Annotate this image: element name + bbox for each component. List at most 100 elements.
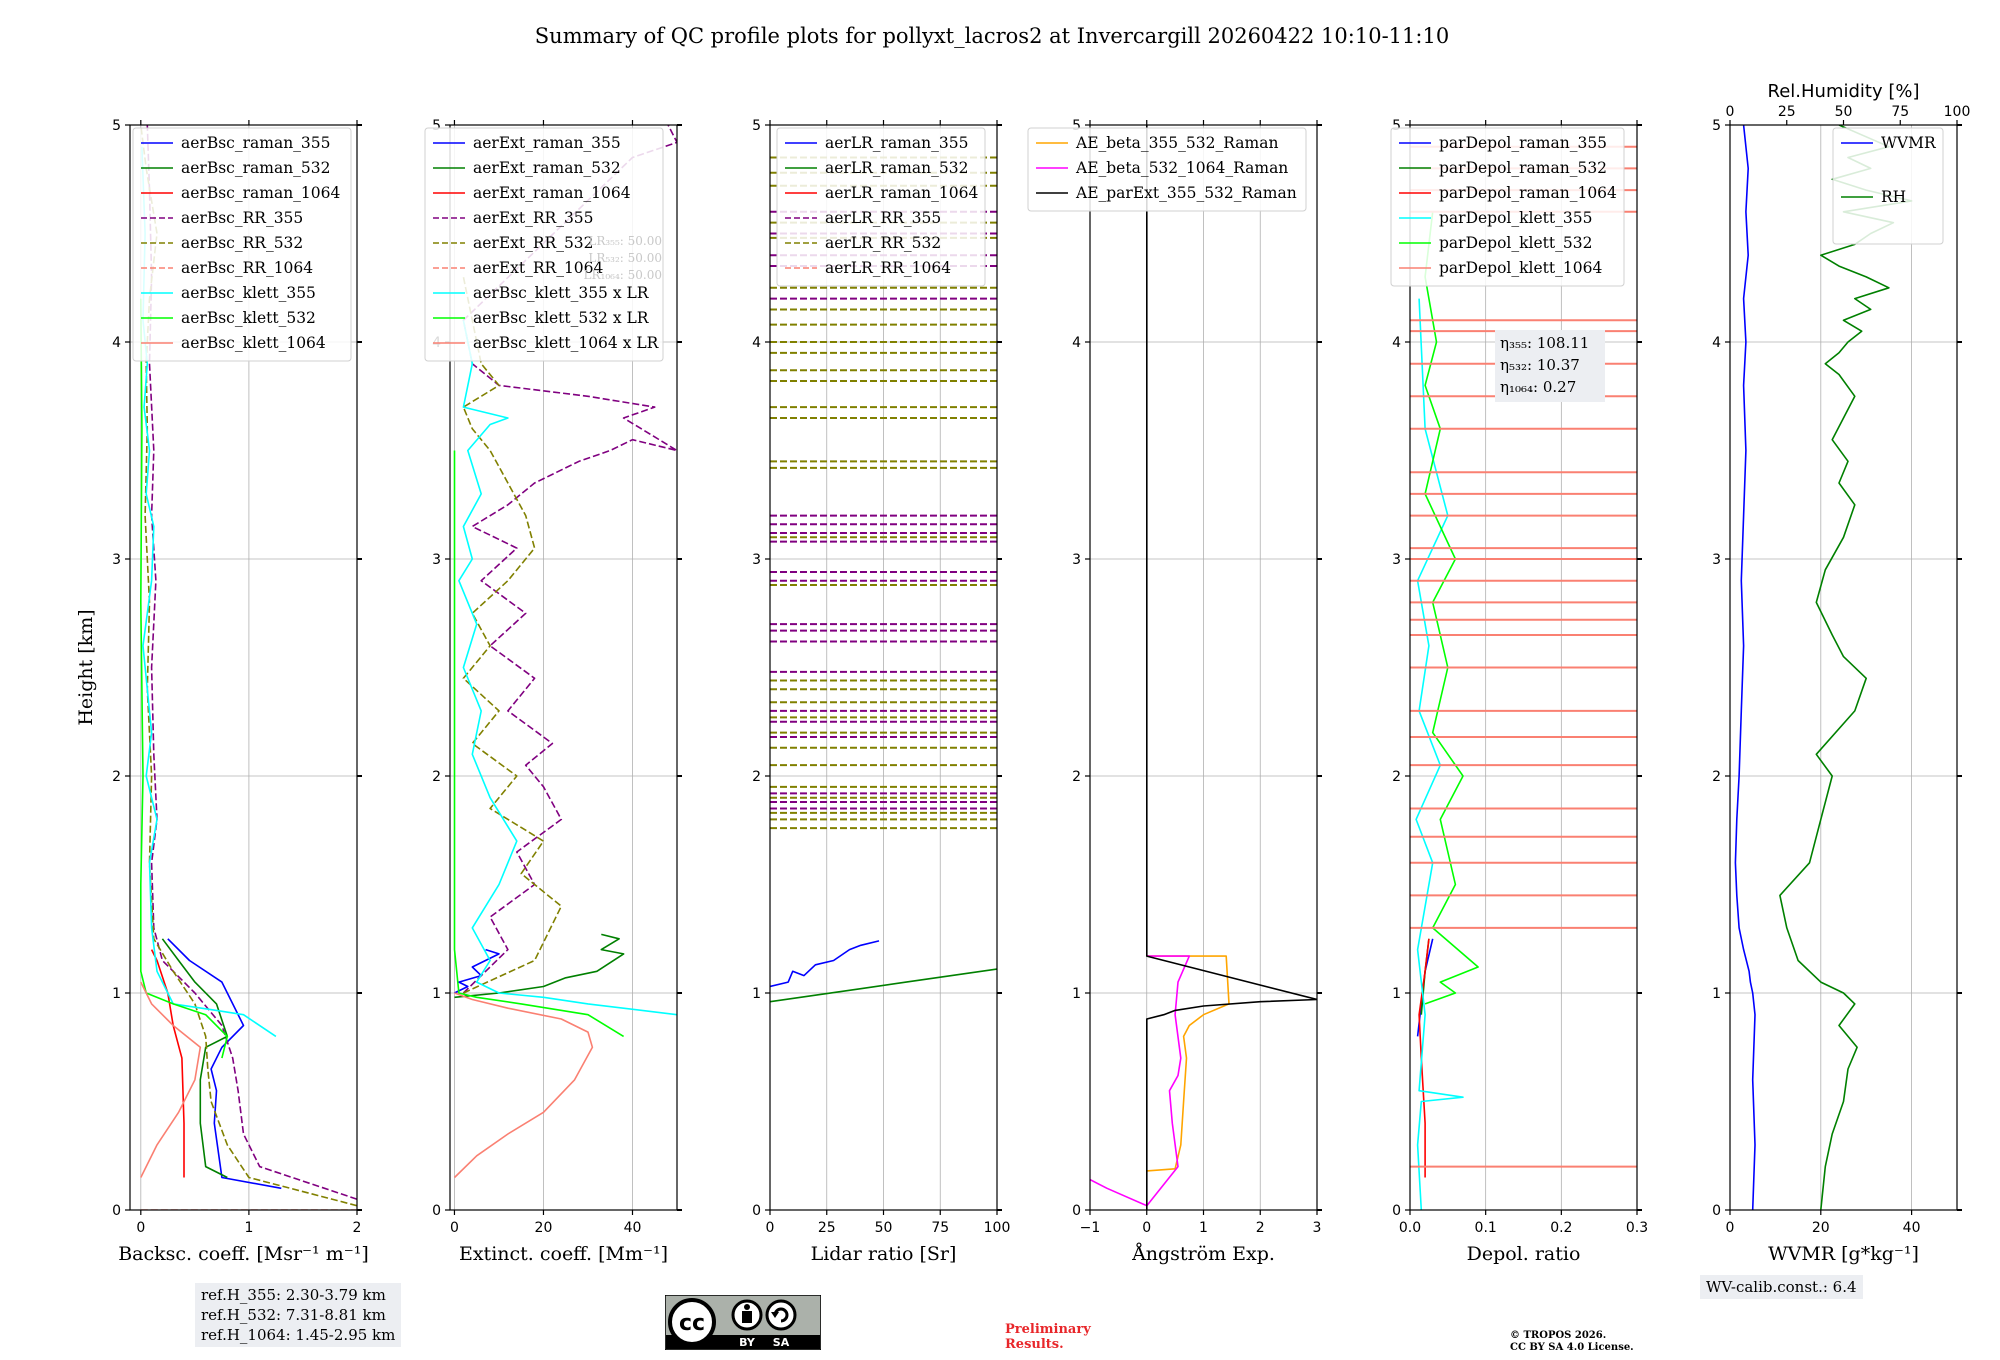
x-tick-label: 20 xyxy=(535,1220,553,1236)
x-tick-label: 1 xyxy=(1199,1220,1208,1236)
y-tick-label: 4 xyxy=(1712,335,1721,351)
series-aerbsc-rr-355 xyxy=(146,125,357,1200)
series-aerlr-raman-355 xyxy=(770,940,880,988)
figure-title: Summary of QC profile plots for pollyxt_… xyxy=(535,24,1449,48)
legend-entry: aerBsc_RR_532 xyxy=(181,234,303,252)
chart-bsc: 0 1 2 3 4 5 0 1 2 Backsc. coeff. [Msr⁻¹ m⁻¹] Heigh… xyxy=(75,118,369,1265)
legend-entry: AE_beta_355_532_Raman xyxy=(1075,134,1278,152)
x-tick-label: 0 xyxy=(136,1220,145,1236)
cc-logo-icon xyxy=(668,1298,716,1346)
legend-entry: aerLR_raman_1064 xyxy=(825,184,978,202)
y-tick-label: 3 xyxy=(1392,552,1401,568)
legend-entry: aerBsc_RR_1064 xyxy=(181,259,313,277)
legend-entry: WVMR xyxy=(1881,134,1937,152)
legend-entry: parDepol_klett_532 xyxy=(1439,234,1592,252)
legend-entry: aerLR_RR_1064 xyxy=(825,259,951,277)
x-tick-label: 0.1 xyxy=(1475,1220,1497,1236)
cc-by-sa-badge: cc BY SA xyxy=(665,1295,821,1350)
y-tick-label: 0 xyxy=(1392,1203,1401,1219)
x-axis-label: WVMR [g*kg⁻¹] xyxy=(1768,1243,1919,1265)
eta-annotation: η₅₃₂: 10.37 xyxy=(1500,356,1580,374)
eta-annotation-box xyxy=(1495,330,1605,402)
legend-entry: aerExt_raman_355 xyxy=(473,134,621,152)
series-pardepol-klett-532 xyxy=(1424,211,1479,1005)
wv-calib-box: WV-calib.const.: 6.4 xyxy=(1700,1275,1863,1299)
x-tick-label: 40 xyxy=(624,1220,642,1236)
wv-calib-text: WV-calib.const.: 6.4 xyxy=(1706,1278,1857,1296)
legend-entry: parDepol_raman_532 xyxy=(1439,159,1607,177)
series-wvmr xyxy=(1734,125,1756,1210)
plot-area-ext xyxy=(453,125,677,1179)
series-aerext-rr-532 xyxy=(462,276,563,994)
top-x-tick-label: 25 xyxy=(1778,104,1796,120)
legend-entry: aerBsc_klett_1064 xyxy=(181,334,326,352)
legend-entry: aerLR_raman_355 xyxy=(825,134,968,152)
license-note: © TROPOS 2026. CC BY SA 4.0 License. xyxy=(1510,1330,1634,1354)
y-tick-label: 1 xyxy=(1712,986,1721,1002)
license-line-2: CC BY SA 4.0 License. xyxy=(1510,1342,1634,1353)
y-tick-label: 5 xyxy=(752,118,761,134)
y-tick-label: 5 xyxy=(1072,118,1081,134)
preliminary-line-1: Preliminary xyxy=(1005,1322,1091,1337)
y-tick-label: 2 xyxy=(1712,769,1721,785)
y-tick-label: 0 xyxy=(112,1203,121,1219)
y-tick-label: 3 xyxy=(1712,552,1721,568)
x-axis-label: Depol. ratio xyxy=(1467,1243,1581,1265)
x-tick-label: 0.3 xyxy=(1626,1220,1648,1236)
y-tick-label: 4 xyxy=(112,335,121,351)
ref-height-1064: ref.H_1064: 1.45-2.95 km xyxy=(201,1326,396,1344)
y-tick-label: 1 xyxy=(752,986,761,1002)
y-tick-label: 0 xyxy=(752,1203,761,1219)
eta-annotation: η₃₅₅: 108.11 xyxy=(1500,334,1589,352)
legend-entry: aerLR_RR_355 xyxy=(825,209,941,227)
legend-entry: aerExt_raman_532 xyxy=(473,159,621,177)
series-ae-parext-355-532-raman xyxy=(1146,125,1317,1210)
legend-entry: aerBsc_klett_355 xyxy=(181,284,316,302)
legend-entry: AE_beta_532_1064_Raman xyxy=(1075,159,1288,177)
series-pardepol-raman-1064 xyxy=(1418,938,1430,1178)
axes-frame-bsc xyxy=(129,124,358,1211)
y-tick-label: 4 xyxy=(752,335,761,351)
lr-annotation: LR₁₀₆₄: 50.00 xyxy=(584,268,662,282)
x-axis-label: Lidar ratio [Sr] xyxy=(811,1243,957,1265)
legend-entry: parDepol_raman_1064 xyxy=(1439,184,1617,202)
x-axis-label: Backsc. coeff. [Msr⁻¹ m⁻¹] xyxy=(118,1243,369,1265)
preliminary-note: Preliminary Results. xyxy=(1005,1322,1091,1352)
legend-entry: aerLR_raman_532 xyxy=(825,159,968,177)
y-axis-label: Height [km] xyxy=(75,609,97,725)
license-line-1: © TROPOS 2026. xyxy=(1510,1330,1607,1341)
x-axis-label: Ångström Exp. xyxy=(1131,1243,1275,1265)
y-tick-label: 2 xyxy=(1392,769,1401,785)
y-tick-label: 4 xyxy=(1072,335,1081,351)
x-tick-label: 25 xyxy=(818,1220,836,1236)
legend-entry: aerLR_RR_532 xyxy=(825,234,941,252)
top-axis-title: Rel.Humidity [%] xyxy=(1768,81,1920,102)
y-tick-label: 3 xyxy=(112,552,121,568)
y-tick-label: 5 xyxy=(1392,118,1401,134)
legend-entry: aerBsc_klett_532 x LR xyxy=(473,309,650,327)
legend-entry: aerBsc_raman_355 xyxy=(181,134,331,152)
series-aerbsc-raman-355 xyxy=(167,938,282,1190)
legend-entry: aerBsc_raman_1064 xyxy=(181,184,341,202)
y-tick-label: 1 xyxy=(112,986,121,1002)
series-aerbsc-raman-532 xyxy=(161,938,229,1179)
eta-annotation: η₁₀₆₄: 0.27 xyxy=(1500,378,1576,396)
series-aerbsc-klett-1064 xyxy=(140,981,202,1178)
legend-box-ext xyxy=(424,127,664,362)
legend-box-depol xyxy=(1390,127,1625,287)
ref-heights-box: ref.H_355: 2.30-3.79 km ref.H_532: 7.31-… xyxy=(195,1283,402,1347)
y-tick-label: 2 xyxy=(752,769,761,785)
legend-box-ae xyxy=(1027,127,1307,212)
legend-entry: aerExt_RR_1064 xyxy=(473,259,604,277)
legend-entry: parDepol_raman_355 xyxy=(1439,134,1607,152)
series-aerbsc-klett-532-x-lr xyxy=(453,450,625,1038)
axes-frame-depol xyxy=(1409,124,1638,1211)
top-x-tick-label: 75 xyxy=(1891,104,1909,120)
x-tick-label: 0 xyxy=(450,1220,459,1236)
legend-entry: parDepol_klett_1064 xyxy=(1439,259,1602,277)
y-tick-label: 2 xyxy=(1072,769,1081,785)
series-ae-beta-532-1064-raman xyxy=(1090,955,1191,1207)
preliminary-line-2: Results. xyxy=(1005,1337,1064,1352)
